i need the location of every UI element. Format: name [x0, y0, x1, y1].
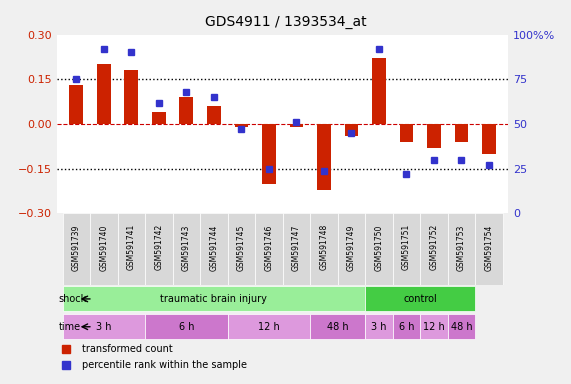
Text: traumatic brain injury: traumatic brain injury	[160, 294, 267, 304]
Bar	[207, 106, 221, 124]
Text: 6 h: 6 h	[179, 322, 194, 332]
FancyBboxPatch shape	[448, 314, 475, 339]
Text: 48 h: 48 h	[451, 322, 472, 332]
FancyBboxPatch shape	[63, 314, 145, 339]
Text: GDS4911 / 1393534_at: GDS4911 / 1393534_at	[204, 15, 367, 29]
Bar	[400, 124, 413, 142]
Text: GSM591749: GSM591749	[347, 224, 356, 271]
Text: GSM591750: GSM591750	[375, 224, 383, 271]
Text: GSM591754: GSM591754	[484, 224, 493, 271]
FancyBboxPatch shape	[420, 214, 448, 285]
FancyBboxPatch shape	[365, 286, 475, 311]
Bar	[427, 124, 441, 148]
FancyBboxPatch shape	[90, 214, 118, 285]
Bar	[70, 85, 83, 124]
Text: GSM591753: GSM591753	[457, 224, 466, 271]
FancyBboxPatch shape	[448, 214, 475, 285]
Text: 6 h: 6 h	[399, 322, 414, 332]
Bar	[235, 124, 248, 127]
FancyBboxPatch shape	[172, 214, 200, 285]
Text: GSM591746: GSM591746	[264, 224, 274, 271]
FancyBboxPatch shape	[365, 214, 393, 285]
Text: 48 h: 48 h	[327, 322, 348, 332]
Bar	[482, 124, 496, 154]
FancyBboxPatch shape	[200, 214, 228, 285]
Bar	[455, 124, 468, 142]
Text: 3 h: 3 h	[371, 322, 387, 332]
FancyBboxPatch shape	[310, 314, 365, 339]
Bar	[124, 70, 138, 124]
Bar	[372, 58, 386, 124]
FancyBboxPatch shape	[255, 214, 283, 285]
FancyBboxPatch shape	[310, 214, 337, 285]
Text: GSM591752: GSM591752	[429, 224, 439, 270]
FancyBboxPatch shape	[283, 214, 310, 285]
FancyBboxPatch shape	[393, 214, 420, 285]
Text: GSM591747: GSM591747	[292, 224, 301, 271]
Text: 12 h: 12 h	[258, 322, 280, 332]
Text: shock: shock	[58, 294, 87, 304]
FancyBboxPatch shape	[118, 214, 145, 285]
Bar	[344, 124, 358, 136]
Text: GSM591740: GSM591740	[99, 224, 108, 271]
FancyBboxPatch shape	[63, 286, 365, 311]
FancyBboxPatch shape	[228, 314, 310, 339]
Bar	[262, 124, 276, 184]
FancyBboxPatch shape	[420, 314, 448, 339]
Text: GSM591743: GSM591743	[182, 224, 191, 271]
FancyBboxPatch shape	[393, 314, 420, 339]
FancyBboxPatch shape	[475, 214, 502, 285]
FancyBboxPatch shape	[145, 314, 228, 339]
Text: GSM591739: GSM591739	[72, 224, 81, 271]
Bar	[152, 112, 166, 124]
Text: control: control	[403, 294, 437, 304]
Text: GSM591742: GSM591742	[154, 224, 163, 270]
FancyBboxPatch shape	[365, 314, 393, 339]
Text: GSM591748: GSM591748	[319, 224, 328, 270]
Text: GSM591741: GSM591741	[127, 224, 136, 270]
Bar	[179, 97, 193, 124]
Bar	[289, 124, 303, 127]
Text: GSM591744: GSM591744	[210, 224, 218, 271]
FancyBboxPatch shape	[337, 214, 365, 285]
FancyBboxPatch shape	[145, 214, 172, 285]
FancyBboxPatch shape	[63, 214, 90, 285]
Text: GSM591751: GSM591751	[402, 224, 411, 270]
FancyBboxPatch shape	[228, 214, 255, 285]
Text: GSM591745: GSM591745	[237, 224, 246, 271]
Text: 3 h: 3 h	[96, 322, 111, 332]
Text: percentile rank within the sample: percentile rank within the sample	[82, 359, 247, 369]
Text: 12 h: 12 h	[423, 322, 445, 332]
Text: time: time	[58, 322, 81, 332]
Text: transformed count: transformed count	[82, 344, 172, 354]
Bar	[97, 65, 111, 124]
Bar	[317, 124, 331, 190]
